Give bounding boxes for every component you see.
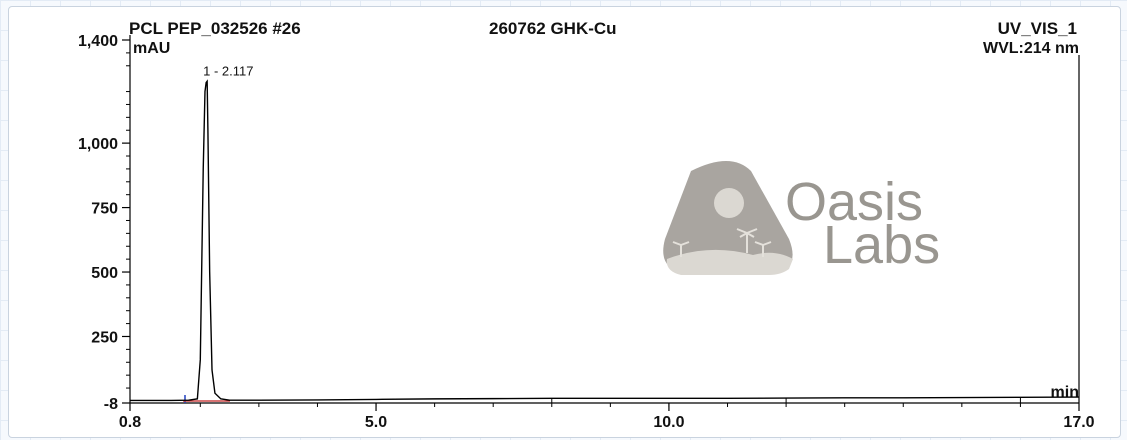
y-tick-label: 500 <box>91 265 118 282</box>
wavelength-label: WVL:214 nm <box>983 40 1079 57</box>
y-tick-label: 750 <box>91 201 118 218</box>
watermark-line1: Oasis <box>785 172 923 232</box>
x-axis-unit: min <box>1051 384 1079 401</box>
oasis-labs-watermark: Oasis Labs <box>663 161 940 275</box>
palm-trees-icon <box>672 228 772 257</box>
compound-title: 260762 GHK-Cu <box>489 19 617 38</box>
x-tick-label: 0.8 <box>119 414 141 431</box>
chromatogram-panel: PCL PEP_032526 #26 260762 GHK-Cu UV_VIS_… <box>8 6 1121 438</box>
y-axis-unit: mAU <box>133 40 170 57</box>
chromatogram-trace <box>130 79 1080 402</box>
x-tick-label: 10.0 <box>653 414 684 431</box>
y-tick-label: 1,000 <box>78 136 118 153</box>
channel-label: UV_VIS_1 <box>998 19 1077 38</box>
watermark-line2: Labs <box>823 215 940 275</box>
sample-title: PCL PEP_032526 #26 <box>129 19 301 38</box>
y-tick-label: -8 <box>104 396 118 413</box>
x-tick-label: 17.0 <box>1063 414 1094 431</box>
x-tick-label: 5.0 <box>365 414 387 431</box>
moon-icon <box>714 188 744 218</box>
y-tick-label: 1,400 <box>78 33 118 50</box>
peak-label: 1 - 2.117 <box>203 63 253 78</box>
dune-icon <box>666 249 793 275</box>
y-tick-label: 250 <box>91 329 118 346</box>
axis-ticks <box>122 39 1080 411</box>
axis-tick-labels: -8 250 500 750 1,000 1,400 0.8 5.0 10.0 17.0 <box>78 33 1095 431</box>
chromatogram-chart: PCL PEP_032526 #26 260762 GHK-Cu UV_VIS_… <box>78 19 1095 431</box>
